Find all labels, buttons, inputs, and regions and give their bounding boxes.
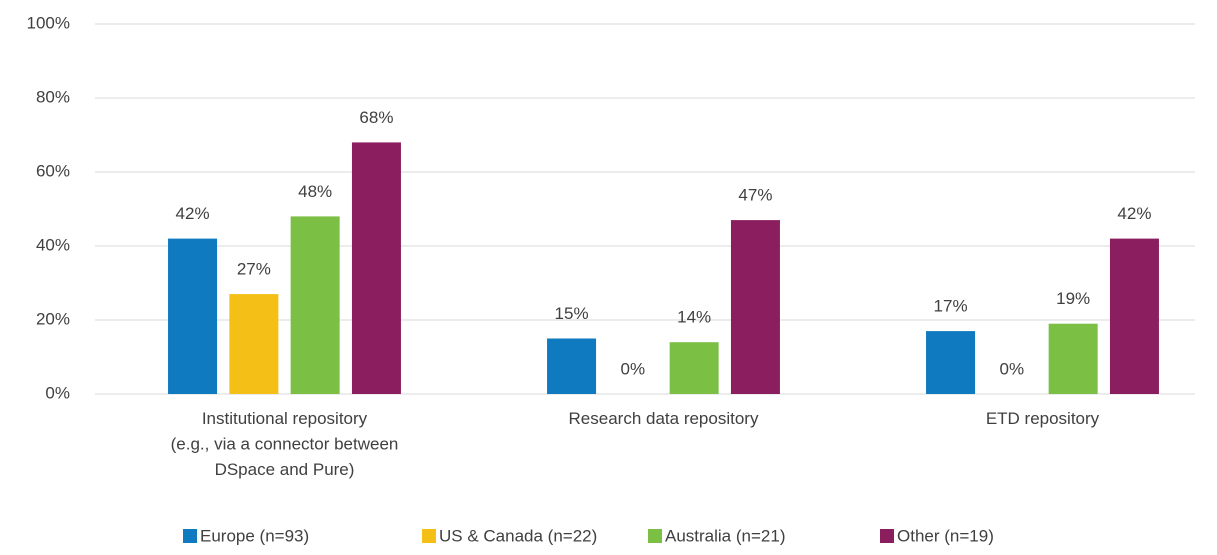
- data-label: 0%: [1000, 359, 1025, 378]
- legend-label: Europe (n=93): [200, 526, 309, 545]
- data-label: 27%: [237, 260, 271, 279]
- data-label: 48%: [298, 182, 332, 201]
- bar: [730, 220, 780, 394]
- legend-swatch: [422, 529, 436, 543]
- y-tick-label: 20%: [36, 309, 70, 328]
- data-label: 42%: [176, 204, 210, 223]
- bar: [1048, 323, 1098, 394]
- data-label: 0%: [621, 359, 646, 378]
- bar: [351, 142, 401, 394]
- data-label: 17%: [934, 297, 968, 316]
- legend-label: Other (n=19): [897, 526, 994, 545]
- x-tick-label: Institutional repository (e.g., via a con…: [171, 409, 399, 479]
- y-tick-label: 60%: [36, 161, 70, 180]
- data-label: 42%: [1117, 204, 1151, 223]
- y-tick-label: 100%: [27, 13, 70, 32]
- legend-label: Australia (n=21): [665, 526, 785, 545]
- legend-swatch: [183, 529, 197, 543]
- data-label: 47%: [738, 186, 772, 205]
- data-label: 68%: [359, 108, 393, 127]
- bar: [290, 216, 340, 394]
- y-tick-label: 0%: [45, 383, 70, 402]
- x-tick-label: ETD repository: [986, 409, 1100, 428]
- bar: [1109, 238, 1159, 394]
- bar: [547, 338, 597, 394]
- legend-swatch: [648, 529, 662, 543]
- y-tick-label: 80%: [36, 87, 70, 106]
- legend-label: US & Canada (n=22): [439, 526, 597, 545]
- bar: [669, 342, 719, 394]
- x-tick-label: Research data repository: [569, 409, 759, 428]
- data-label: 15%: [555, 304, 589, 323]
- bar: [229, 294, 279, 394]
- y-tick-label: 40%: [36, 235, 70, 254]
- data-label: 14%: [677, 308, 711, 327]
- bar: [168, 238, 218, 394]
- data-label: 19%: [1056, 289, 1090, 308]
- bar: [926, 331, 976, 394]
- legend-swatch: [880, 529, 894, 543]
